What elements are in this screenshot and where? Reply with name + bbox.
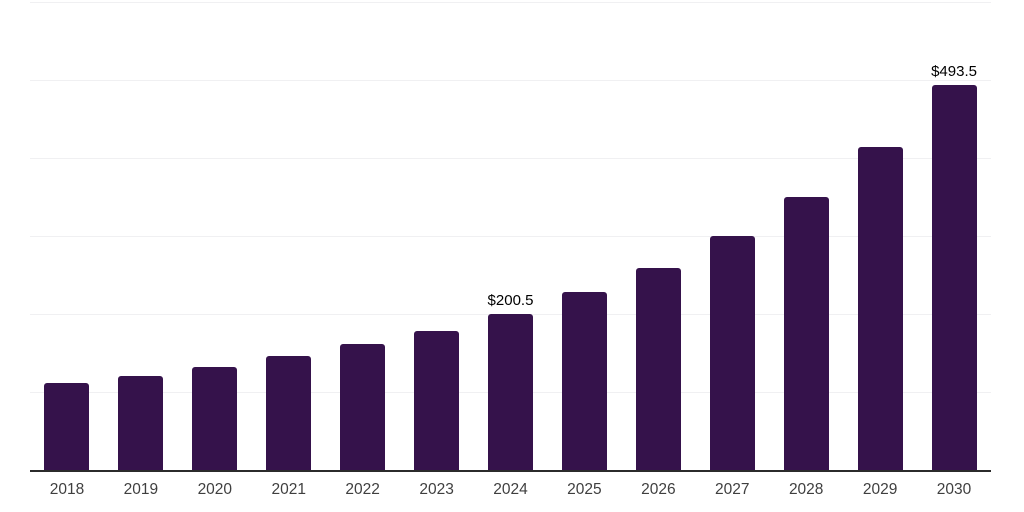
bar-slot-2021 bbox=[252, 2, 326, 470]
bar-slot-2025 bbox=[547, 2, 621, 470]
bar-2022 bbox=[340, 344, 386, 470]
x-tick-2019: 2019 bbox=[123, 481, 159, 498]
bar-2027 bbox=[709, 236, 755, 470]
x-tick-2021: 2021 bbox=[271, 481, 306, 498]
x-tick-2028: 2028 bbox=[788, 481, 824, 498]
bar-slot-2019 bbox=[104, 2, 178, 470]
x-tick-2024: 2024 bbox=[493, 481, 528, 498]
bar-value-label-2030: $493.5 bbox=[931, 63, 977, 81]
bar-slot-2026 bbox=[621, 2, 695, 470]
x-tick-2020: 2020 bbox=[197, 481, 233, 498]
bar-slot-2023 bbox=[400, 2, 474, 470]
gridline-300 bbox=[30, 236, 991, 237]
bar-2021 bbox=[266, 356, 312, 470]
bar-2018 bbox=[44, 383, 90, 470]
bar-slot-2028 bbox=[769, 2, 843, 470]
x-tick-2025: 2025 bbox=[567, 481, 602, 498]
gridline-400 bbox=[30, 158, 991, 160]
bar-2026 bbox=[635, 267, 681, 470]
bar-2025 bbox=[561, 292, 607, 470]
x-axis-tick-row: 2018 2019 2020 2021 2022 2023 2024 2025 2026 2027… bbox=[30, 481, 991, 500]
gridline-500 bbox=[30, 80, 991, 81]
bar-2029 bbox=[857, 147, 903, 470]
x-tick-2023: 2023 bbox=[419, 481, 454, 498]
bars-layer: $200.5 $493.5 bbox=[30, 2, 991, 470]
bar-slot-2029 bbox=[843, 2, 917, 470]
x-tick-2022: 2022 bbox=[345, 481, 380, 498]
bar-2023 bbox=[414, 331, 460, 470]
bar-2024 bbox=[487, 313, 533, 470]
x-axis-line bbox=[30, 470, 991, 472]
x-tick-2030: 2030 bbox=[936, 481, 972, 498]
bar-value-label-2024: $200.5 bbox=[487, 291, 534, 309]
bar-slot-2018 bbox=[30, 2, 104, 470]
bar-2030 bbox=[931, 85, 977, 470]
x-tick-2026: 2026 bbox=[641, 481, 676, 498]
bar-slot-2027 bbox=[695, 2, 769, 470]
bar-slot-2030: $493.5 bbox=[917, 2, 991, 470]
x-tick-2027: 2027 bbox=[715, 481, 750, 498]
x-tick-2018: 2018 bbox=[49, 481, 85, 498]
bar-slot-2022 bbox=[326, 2, 400, 470]
bar-2020 bbox=[192, 367, 238, 470]
bar-2028 bbox=[783, 197, 829, 470]
x-tick-2029: 2029 bbox=[862, 481, 898, 498]
plot-area: $200.5 $493.5 bbox=[30, 2, 991, 472]
bar-slot-2020 bbox=[178, 2, 252, 470]
gridline-600 bbox=[30, 2, 991, 3]
bar-slot-2024: $200.5 bbox=[474, 2, 548, 470]
bar-2019 bbox=[118, 375, 164, 470]
